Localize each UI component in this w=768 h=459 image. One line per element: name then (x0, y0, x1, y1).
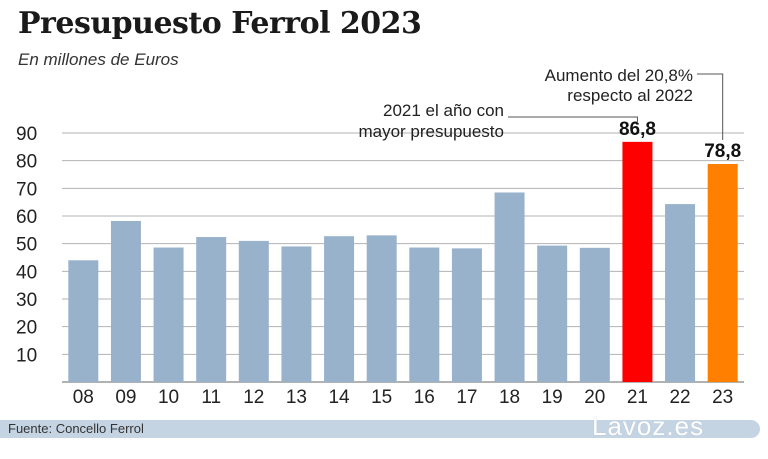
x-tick-label: 12 (243, 387, 264, 408)
bar-22 (665, 204, 696, 382)
x-tick-label: 19 (542, 387, 563, 408)
y-tick-label: 50 (16, 235, 37, 256)
annotation-line: mayor presupuesto (358, 122, 504, 141)
y-tick-label: 20 (16, 318, 37, 339)
y-tick-label: 60 (16, 207, 37, 228)
data-label: 78,8 (704, 141, 741, 162)
bar-23 (707, 163, 738, 382)
bar-21 (622, 141, 653, 382)
bar-14 (324, 236, 355, 382)
bar-20 (579, 247, 610, 382)
source-note: Fuente: Concello Ferrol (8, 421, 144, 436)
x-tick-label: 18 (499, 387, 520, 408)
chart-subtitle: En millones de Euros (18, 50, 179, 69)
annotation-leader (697, 73, 724, 140)
annotation-line: Aumento del 20,8% (545, 66, 693, 85)
x-tick-label: 17 (456, 387, 477, 408)
footer-bar (0, 420, 760, 438)
x-tick-label: 13 (286, 387, 307, 408)
chart-title: Presupuesto Ferrol 2023 (18, 6, 422, 41)
x-tick-label: 21 (627, 387, 648, 408)
annotation-leader (508, 116, 638, 123)
annotation-line: respecto al 2022 (567, 86, 693, 105)
x-tick-label: 11 (201, 387, 221, 408)
bar-09 (110, 220, 141, 382)
brand-logo: Lavoz.es (592, 411, 705, 441)
x-tick-label: 08 (73, 387, 94, 408)
x-tick-label: 20 (584, 387, 605, 408)
x-tick-label: 15 (371, 387, 392, 408)
bar-17 (451, 248, 482, 382)
y-tick-label: 90 (16, 124, 37, 145)
bar-12 (238, 240, 269, 382)
x-tick-label: 23 (712, 387, 733, 408)
y-tick-label: 10 (16, 345, 37, 366)
data-label: 86,8 (619, 119, 656, 140)
bar-13 (281, 246, 312, 382)
bar-16 (409, 247, 440, 382)
annotation-line: 2021 el año con (383, 101, 504, 120)
x-tick-label: 10 (158, 387, 179, 408)
x-tick-label: 22 (669, 387, 690, 408)
y-tick-label: 70 (16, 179, 37, 200)
bar-19 (537, 245, 568, 382)
bar-10 (153, 247, 184, 382)
y-tick-label: 40 (16, 262, 37, 283)
x-tick-label: 16 (414, 387, 435, 408)
bar-11 (196, 237, 227, 382)
y-tick-label: 80 (16, 152, 37, 173)
bar-15 (366, 235, 397, 382)
bar-18 (494, 192, 525, 382)
y-tick-label: 30 (16, 290, 37, 311)
bar-08 (68, 260, 99, 382)
x-tick-label: 09 (115, 387, 136, 408)
x-tick-label: 14 (328, 387, 350, 408)
